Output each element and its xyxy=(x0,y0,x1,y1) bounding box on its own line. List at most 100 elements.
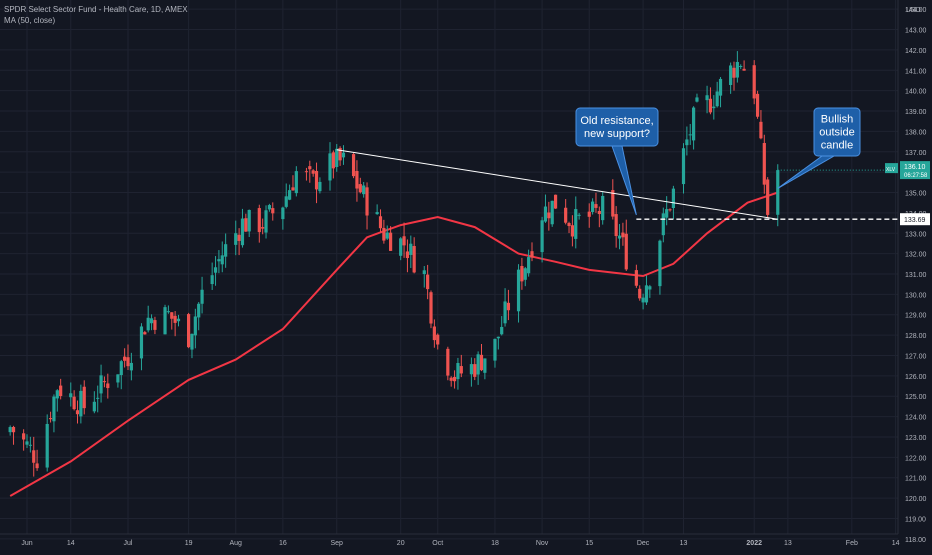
candle-body xyxy=(55,390,59,399)
candle xyxy=(362,181,366,198)
candle-body xyxy=(553,194,558,209)
y-tick-label: 137.00 xyxy=(905,150,927,157)
candle xyxy=(550,200,554,227)
candle-body xyxy=(456,363,460,380)
x-tick-label: 13 xyxy=(680,540,688,547)
candle xyxy=(331,150,335,179)
candle xyxy=(399,237,403,261)
candle xyxy=(543,194,548,223)
candle-body xyxy=(355,170,359,189)
candle-body xyxy=(735,61,739,78)
candle xyxy=(48,411,53,423)
candle-body xyxy=(170,312,174,319)
candle xyxy=(284,183,288,209)
candle xyxy=(11,425,16,445)
candle-body xyxy=(638,288,642,299)
candle-body xyxy=(35,463,39,469)
candle xyxy=(452,370,457,389)
candle xyxy=(213,256,218,286)
candle xyxy=(69,382,73,407)
candle-body xyxy=(614,214,618,237)
candle-body xyxy=(739,66,743,68)
legend-indicator[interactable]: MA (50, close) xyxy=(4,16,56,25)
candle-body xyxy=(126,357,130,367)
candle xyxy=(35,449,39,471)
candle xyxy=(294,166,298,197)
candle-body xyxy=(291,187,295,191)
candle-body xyxy=(523,268,527,280)
callout-text: outside xyxy=(819,127,854,139)
grid xyxy=(0,0,898,540)
candle xyxy=(355,160,359,202)
candle xyxy=(200,276,204,314)
candle-body xyxy=(601,195,605,221)
candle xyxy=(577,212,581,220)
candle xyxy=(99,364,103,403)
candle xyxy=(617,224,622,250)
candle-body xyxy=(213,267,218,273)
legend-title[interactable]: SPDR Select Sector Fund - Health Care, 1… xyxy=(4,5,188,14)
candle-body xyxy=(712,106,716,109)
candle-body xyxy=(705,95,709,101)
candle xyxy=(695,93,699,103)
candle xyxy=(304,167,309,181)
candle xyxy=(267,203,271,212)
candle-body xyxy=(237,234,241,241)
y-tick-label: 125.00 xyxy=(905,394,927,401)
candle-body xyxy=(530,251,534,258)
candle-body xyxy=(257,208,261,233)
x-tick-label: 18 xyxy=(491,540,499,547)
candle xyxy=(638,285,642,301)
candle-body xyxy=(648,286,652,290)
candle xyxy=(718,77,723,108)
candle-body xyxy=(102,381,107,383)
ticker-text: XLV xyxy=(886,167,896,173)
candle xyxy=(476,351,480,385)
candle-body xyxy=(527,257,531,274)
candle-body xyxy=(304,171,309,173)
candle-body xyxy=(564,207,568,223)
candle xyxy=(240,208,245,248)
candle-body xyxy=(149,318,154,324)
candle-body xyxy=(658,240,662,287)
candle-body xyxy=(661,213,665,236)
candles xyxy=(8,51,780,477)
y-tick-label: 133.00 xyxy=(905,231,927,238)
candle xyxy=(567,221,571,234)
candle xyxy=(119,359,123,390)
candle xyxy=(692,106,696,150)
candle-body xyxy=(92,401,96,412)
candle xyxy=(516,264,521,323)
candle xyxy=(742,60,746,71)
candle-body xyxy=(617,235,622,239)
y-tick-label: 126.00 xyxy=(905,374,927,381)
candle-body xyxy=(681,148,686,185)
candle-body xyxy=(715,91,719,107)
y-tick-label: 131.00 xyxy=(905,272,927,279)
candle-body xyxy=(48,418,53,420)
candle xyxy=(685,126,689,156)
drawings xyxy=(336,149,898,220)
candle xyxy=(220,241,224,273)
candle-body xyxy=(766,179,770,215)
candle xyxy=(375,204,379,215)
candle-body xyxy=(153,320,157,330)
candle-body xyxy=(123,356,127,361)
candle xyxy=(28,436,32,453)
candle xyxy=(405,239,410,273)
candle xyxy=(314,162,319,204)
candle-body xyxy=(96,397,100,399)
candle xyxy=(759,110,763,140)
y-tick-label: 130.00 xyxy=(905,292,927,299)
x-tick-label: Nov xyxy=(536,540,549,547)
candle xyxy=(126,344,130,370)
candle-body xyxy=(351,154,356,177)
candle xyxy=(335,144,339,172)
candle-body xyxy=(335,148,339,168)
candle xyxy=(755,90,760,119)
candle-body xyxy=(129,362,133,371)
